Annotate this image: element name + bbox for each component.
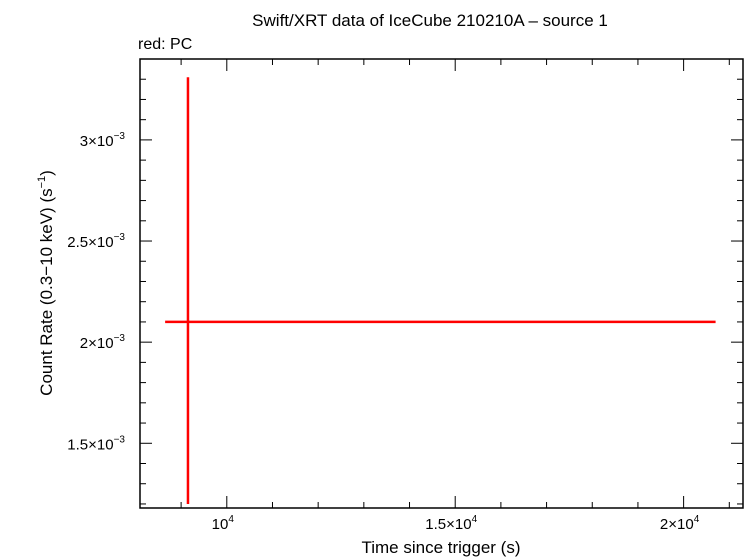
y-tick-label: 3×10−3: [80, 131, 126, 150]
y-tick-label-mantissa: 1.5×10: [67, 436, 113, 453]
y-tick-label-mantissa: 2×10: [80, 335, 114, 352]
y-tick-label: 2×10−3: [80, 333, 126, 352]
x-tick-label: 104: [212, 514, 235, 533]
axis-ticks: [140, 58, 743, 508]
y-axis-label-sup: −1: [36, 176, 48, 189]
y-axis-label-tail: ): [37, 170, 56, 176]
y-tick-label: 2.5×10−3: [67, 232, 125, 251]
y-tick-label-exponent: −3: [114, 333, 126, 344]
axis-tick-labels: 104 1.5×104 2×1041.5×10−32×10−32.5×10−33×1…: [67, 131, 699, 533]
x-tick-label-mantissa: 1.5×10: [425, 516, 471, 533]
chart-title: Swift/XRT data of IceCube 210210A – sour…: [252, 11, 608, 30]
plot-frame: [139, 58, 744, 509]
chart-subtitle: red: PC: [138, 36, 192, 53]
x-tick-label-exponent: 4: [694, 514, 700, 525]
x-axis-label: Time since trigger (s): [361, 538, 520, 557]
x-tick-label: 1.5×104: [425, 514, 477, 533]
y-tick-label-mantissa: 3×10: [80, 133, 114, 150]
x-tick-label-exponent: 4: [472, 514, 478, 525]
data-series: [165, 77, 716, 504]
y-axis-label: Count Rate (0.3−10 keV) (s−1): [36, 170, 56, 396]
x-tick-label-mantissa: 2×10: [660, 516, 694, 533]
y-tick-label: 1.5×10−3: [67, 434, 125, 453]
y-axis-label-main: Count Rate (0.3−10 keV) (s: [37, 188, 56, 395]
x-tick-label-exponent: 4: [228, 514, 234, 525]
y-tick-label-exponent: −3: [114, 434, 126, 445]
y-tick-label-exponent: −3: [114, 131, 126, 142]
y-tick-label-exponent: −3: [114, 232, 126, 243]
x-tick-label-mantissa: 10: [212, 516, 229, 533]
x-tick-label: 2×104: [660, 514, 700, 533]
y-tick-label-mantissa: 2.5×10: [67, 234, 113, 251]
